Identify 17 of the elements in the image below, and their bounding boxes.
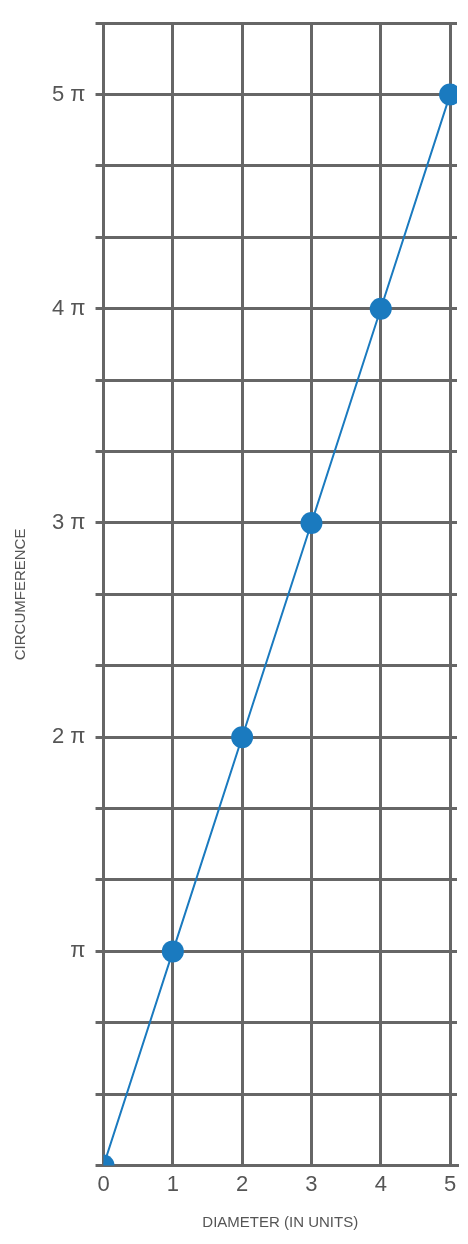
y-tick-label: 3 π (52, 509, 86, 535)
point (231, 726, 254, 749)
point (369, 297, 392, 320)
y-axis-title: CIRCUMFERENCE (11, 528, 29, 661)
y-tick-label: 5 π (52, 80, 86, 106)
x-tick-label: 4 (374, 1170, 387, 1196)
x-axis-title: DIAMETER (IN UNITS) (202, 1213, 359, 1231)
x-tick-label: 2 (236, 1170, 249, 1196)
y-tick-label: 4 π (52, 294, 86, 320)
x-tick-label: 3 (305, 1170, 318, 1196)
x-tick-label: 5 (443, 1170, 457, 1196)
x-tick-label: 0 (97, 1170, 110, 1196)
point (161, 940, 184, 963)
y-tick-label: 2 π (52, 723, 86, 749)
x-tick-label: 1 (166, 1170, 179, 1196)
y-tick-label: π (70, 937, 86, 963)
point (300, 511, 323, 534)
